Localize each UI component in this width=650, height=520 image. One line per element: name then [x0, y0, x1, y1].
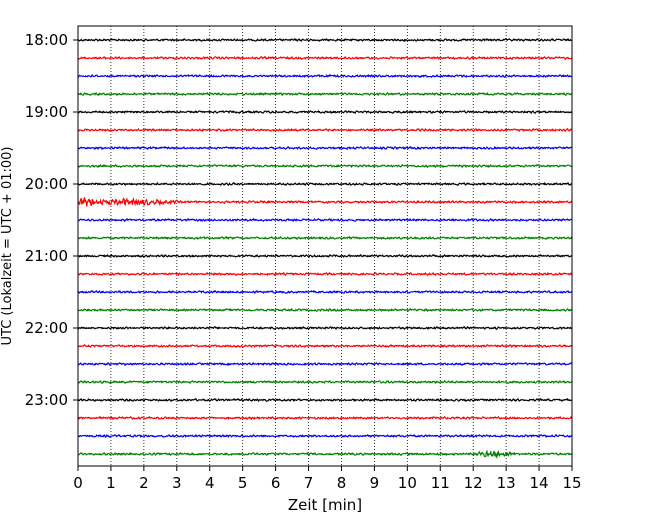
trace-2215	[77, 343, 573, 349]
trace-2300	[77, 397, 573, 403]
x-tick-label: 13	[497, 474, 516, 492]
trace-2330	[77, 433, 573, 439]
trace-2115	[77, 271, 573, 277]
x-tick-label: 3	[172, 474, 182, 492]
y-axis-ticks: 18:00 19:00 20:00 21:00 22:00 23:00	[25, 31, 78, 409]
plot-frame	[77, 25, 573, 467]
x-tick-label: 9	[370, 474, 380, 492]
trace-2230	[77, 361, 573, 367]
x-tick-label: 7	[304, 474, 314, 492]
trace-2130	[77, 289, 573, 295]
trace-2000	[77, 181, 573, 187]
x-tick-label: 4	[205, 474, 215, 492]
x-axis-label: Zeit [min]	[288, 496, 362, 514]
x-tick-label: 5	[238, 474, 248, 492]
trace-1900	[77, 109, 573, 115]
y-tick-label: 19:00	[25, 103, 68, 121]
trace-1930	[77, 145, 573, 151]
trace-2045	[77, 235, 573, 241]
x-tick-label: 10	[398, 474, 417, 492]
x-tick-label: 0	[73, 474, 83, 492]
x-tick-label: 2	[139, 474, 149, 492]
trace-1815	[77, 55, 573, 61]
x-tick-label: 1	[106, 474, 116, 492]
trace-2030	[77, 217, 573, 223]
trace-2200	[77, 325, 573, 331]
y-tick-label: 18:00	[25, 31, 68, 49]
trace-1845	[77, 91, 573, 97]
trace-1945	[77, 163, 573, 169]
y-tick-label: 20:00	[25, 175, 68, 193]
seismogram-traces	[77, 37, 573, 460]
x-axis-ticks: 0 1 2 3 4 5 6 7 8 9 10 11 12 13 14 15	[73, 466, 582, 492]
trace-2315	[77, 415, 573, 421]
trace-1800	[77, 37, 573, 42]
trace-1915	[77, 127, 573, 133]
trace-2100	[77, 253, 573, 259]
x-tick-label: 15	[562, 474, 581, 492]
trace-1830	[77, 73, 573, 79]
x-tick-label: 14	[530, 474, 549, 492]
grid-lines	[110, 26, 540, 466]
y-tick-label: 22:00	[25, 319, 68, 337]
trace-2345	[77, 449, 573, 460]
x-tick-label: 8	[337, 474, 347, 492]
x-tick-label: 11	[431, 474, 450, 492]
x-tick-label: 6	[271, 474, 281, 492]
y-tick-label: 23:00	[25, 391, 68, 409]
y-axis-label: UTC (Lokalzeit = UTC + 01:00)	[0, 147, 15, 346]
trace-2015	[77, 196, 573, 207]
x-tick-label: 12	[464, 474, 483, 492]
y-tick-label: 21:00	[25, 247, 68, 265]
trace-2145	[77, 307, 573, 313]
trace-2245	[77, 379, 573, 385]
